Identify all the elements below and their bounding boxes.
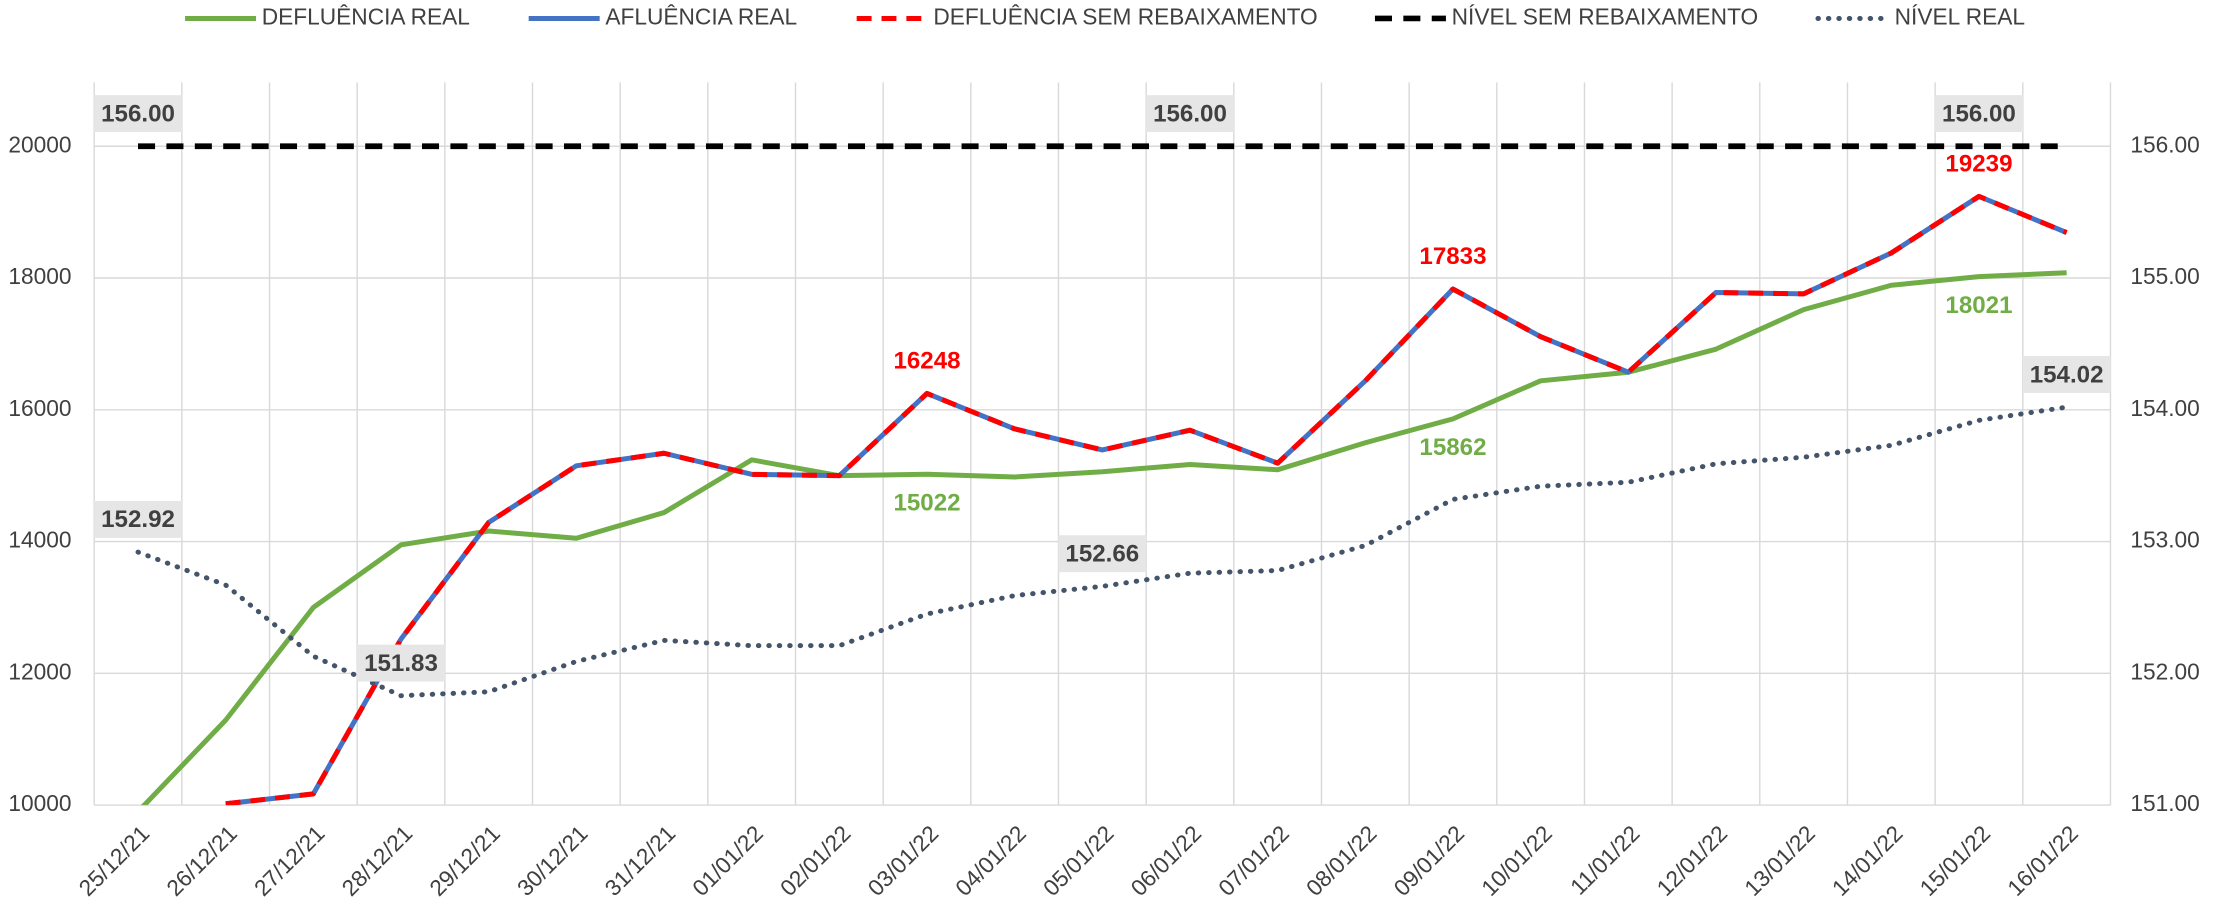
y2-tick-label: 155.00 <box>2130 263 2199 289</box>
data-label-box <box>94 95 183 133</box>
data-label: 156.00 <box>1942 100 2016 127</box>
data-label: 17833 <box>1419 243 1486 270</box>
x-tick-label: 11/01/22 <box>1565 820 1645 900</box>
y-tick-label: 16000 <box>8 395 71 421</box>
x-tick-label: 28/12/21 <box>336 820 417 901</box>
x-tick-label: 02/01/22 <box>775 820 856 901</box>
series-line <box>225 193 2068 806</box>
data-label: 18021 <box>1945 292 2012 319</box>
data-label: 156.00 <box>101 100 175 127</box>
legend-label: DEFLUÊNCIA REAL <box>262 3 470 29</box>
data-label: 15022 <box>893 489 960 516</box>
x-tick-label: 27/12/21 <box>249 820 330 901</box>
x-tick-label: 03/01/22 <box>862 820 943 901</box>
plot-area <box>135 143 2070 806</box>
legend-label: AFLUÊNCIA REAL <box>605 3 797 29</box>
data-label: 156.00 <box>1153 100 1227 127</box>
legend-label: NÍVEL SEM REBAIXAMENTO <box>1452 3 1759 29</box>
x-tick-label: 25/12/21 <box>73 820 154 901</box>
x-tick-label: 06/01/22 <box>1125 820 1206 901</box>
x-tick-label: 14/01/22 <box>1827 820 1908 901</box>
data-label: 151.83 <box>364 650 438 677</box>
y2-tick-label: 151.00 <box>2130 790 2199 816</box>
x-tick-label: 05/01/22 <box>1038 820 1119 901</box>
overlay: 15022 15862 18021 16248 17833 19239 156.00 156.… <box>94 3 2111 682</box>
y2-tick-label: 154.00 <box>2130 395 2199 421</box>
data-label: 16248 <box>893 348 960 375</box>
y-tick-label: 14000 <box>8 527 71 553</box>
x-tick-label: 16/01/22 <box>2002 820 2083 901</box>
series-line <box>140 270 2067 806</box>
y-tick-label: 12000 <box>8 658 71 684</box>
y-tick-label: 10000 <box>8 790 71 816</box>
x-tick-label: 26/12/21 <box>161 820 242 901</box>
legend-label: DEFLUÊNCIA SEM REBAIXAMENTO <box>933 3 1317 29</box>
data-label: 15862 <box>1419 434 1486 461</box>
data-label: 152.92 <box>101 506 175 533</box>
x-tick-label: 15/01/22 <box>1914 820 1995 901</box>
data-label: 152.66 <box>1065 540 1139 567</box>
legend-label: NÍVEL REAL <box>1895 3 2025 29</box>
x-tick-label: 04/01/22 <box>950 820 1031 901</box>
x-tick-label: 10/01/22 <box>1476 820 1557 901</box>
data-label-box <box>94 500 183 538</box>
x-tick-label: 01/01/22 <box>687 820 768 901</box>
y-tick-label: 20000 <box>8 131 71 157</box>
data-label: 154.02 <box>2030 361 2104 388</box>
data-label-box <box>2022 356 2111 393</box>
data-label-box <box>1934 95 2023 133</box>
x-tick-label: 29/12/21 <box>424 820 505 901</box>
y2-tick-label: 153.00 <box>2130 527 2199 553</box>
x-tick-label: 31/12/21 <box>599 820 680 901</box>
data-label-box <box>1058 535 1147 573</box>
y-tick-label: 18000 <box>8 263 71 289</box>
x-tick-label: 07/01/22 <box>1213 820 1294 901</box>
grid: 10000 12000 14000 16000 18000 20000 151.00 152.… <box>8 82 2200 901</box>
x-tick-label: 12/01/22 <box>1651 820 1732 901</box>
series-line <box>135 404 2070 699</box>
x-tick-label: 30/12/21 <box>512 820 593 901</box>
data-label-box <box>356 644 446 682</box>
data-label: 19239 <box>1945 151 2012 178</box>
y2-tick-label: 152.00 <box>2130 658 2199 684</box>
x-tick-label: 13/01/22 <box>1739 820 1820 901</box>
x-tick-label: 08/01/22 <box>1301 820 1382 901</box>
y2-tick-label: 156.00 <box>2130 131 2199 157</box>
data-label-box <box>1145 95 1235 133</box>
x-tick-label: 09/01/22 <box>1388 820 1469 901</box>
